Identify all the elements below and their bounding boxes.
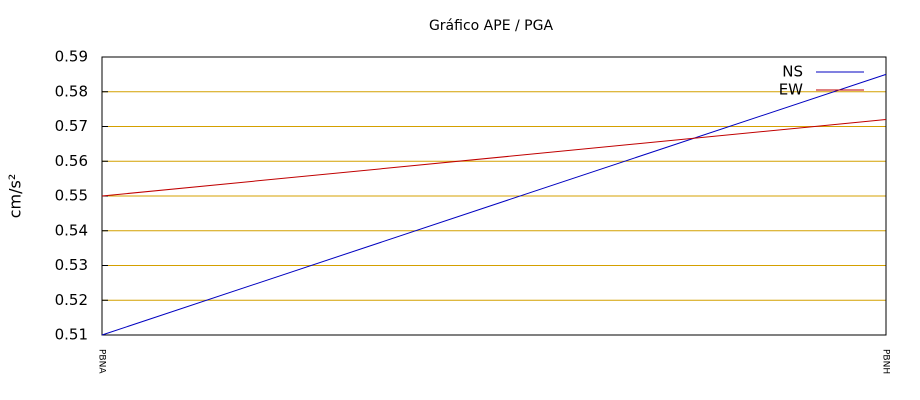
legend-label: EW [779, 81, 803, 99]
y-tick-label: 0.57 [55, 117, 88, 135]
y-tick-label: 0.55 [55, 187, 88, 205]
line [101, 119, 887, 197]
chart-title: Gráfico APE / PGA [429, 18, 553, 34]
y-tick-label: 0.59 [55, 48, 88, 66]
y-axis-label: cm/s² [6, 174, 25, 219]
y-tick-label: 0.53 [55, 256, 88, 274]
y-tick-label: 0.54 [55, 221, 88, 239]
line [101, 73, 887, 336]
legend-label: NS [782, 63, 803, 81]
y-tick-label: 0.52 [55, 291, 88, 309]
x-tick-label: PBNA [97, 349, 107, 374]
y-tick-label: 0.51 [55, 326, 88, 344]
y-tick-label: 0.56 [55, 152, 88, 170]
y-tick-label: 0.58 [55, 82, 88, 100]
x-tick-label: PBNH [881, 349, 891, 374]
